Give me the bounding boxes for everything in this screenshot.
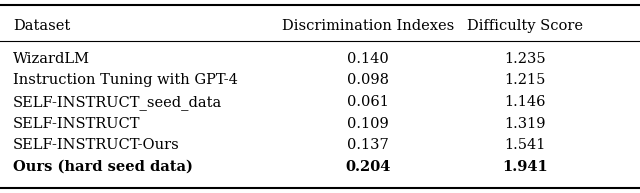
Text: 1.215: 1.215 bbox=[504, 74, 545, 87]
Text: 0.109: 0.109 bbox=[347, 117, 389, 131]
Text: Dataset: Dataset bbox=[13, 19, 70, 33]
Text: SELF-INSTRUCT: SELF-INSTRUCT bbox=[13, 117, 140, 131]
Text: 0.140: 0.140 bbox=[347, 52, 389, 66]
Text: 0.061: 0.061 bbox=[347, 95, 389, 109]
Text: 0.137: 0.137 bbox=[347, 138, 389, 152]
Text: 1.319: 1.319 bbox=[504, 117, 545, 131]
Text: WizardLM: WizardLM bbox=[13, 52, 90, 66]
Text: Ours (hard seed data): Ours (hard seed data) bbox=[13, 160, 193, 174]
Text: 0.098: 0.098 bbox=[347, 74, 389, 87]
Text: 1.541: 1.541 bbox=[504, 138, 545, 152]
Text: SELF-INSTRUCT_seed_data: SELF-INSTRUCT_seed_data bbox=[13, 95, 222, 110]
Text: 1.941: 1.941 bbox=[502, 160, 548, 174]
Text: 1.235: 1.235 bbox=[504, 52, 546, 66]
Text: Instruction Tuning with GPT-4: Instruction Tuning with GPT-4 bbox=[13, 74, 237, 87]
Text: SELF-INSTRUCT-Ours: SELF-INSTRUCT-Ours bbox=[13, 138, 180, 152]
Text: 0.204: 0.204 bbox=[346, 160, 390, 174]
Text: Discrimination Indexes: Discrimination Indexes bbox=[282, 19, 454, 33]
Text: 1.146: 1.146 bbox=[504, 95, 545, 109]
Text: Difficulty Score: Difficulty Score bbox=[467, 19, 583, 33]
